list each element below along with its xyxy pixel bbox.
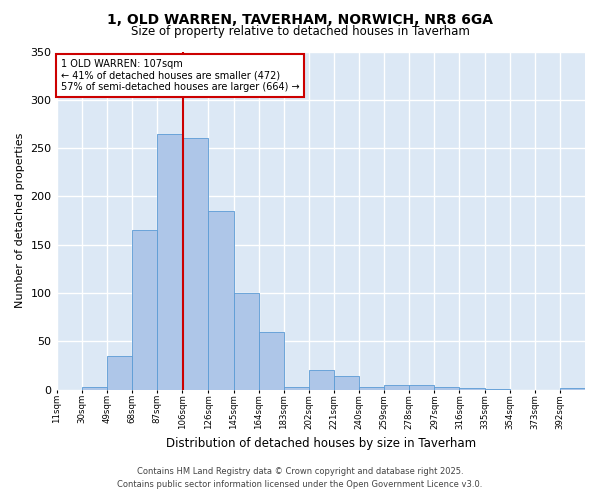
Bar — [334, 376, 359, 390]
Bar — [384, 385, 409, 390]
Bar — [434, 386, 460, 390]
Bar — [132, 230, 157, 390]
Bar — [460, 388, 485, 390]
Text: Size of property relative to detached houses in Taverham: Size of property relative to detached ho… — [131, 25, 469, 38]
Bar — [82, 386, 107, 390]
Bar — [409, 385, 434, 390]
Y-axis label: Number of detached properties: Number of detached properties — [15, 133, 25, 308]
Text: Contains HM Land Registry data © Crown copyright and database right 2025.
Contai: Contains HM Land Registry data © Crown c… — [118, 467, 482, 489]
Bar — [259, 332, 284, 390]
Bar — [182, 138, 208, 390]
Bar — [107, 356, 132, 390]
Bar — [284, 386, 309, 390]
Bar — [208, 211, 233, 390]
X-axis label: Distribution of detached houses by size in Taverham: Distribution of detached houses by size … — [166, 437, 476, 450]
Bar — [359, 386, 384, 390]
Bar — [157, 134, 182, 390]
Bar — [233, 293, 259, 390]
Bar — [485, 388, 509, 390]
Text: 1 OLD WARREN: 107sqm
← 41% of detached houses are smaller (472)
57% of semi-deta: 1 OLD WARREN: 107sqm ← 41% of detached h… — [61, 59, 299, 92]
Bar — [560, 388, 585, 390]
Text: 1, OLD WARREN, TAVERHAM, NORWICH, NR8 6GA: 1, OLD WARREN, TAVERHAM, NORWICH, NR8 6G… — [107, 12, 493, 26]
Bar — [309, 370, 334, 390]
